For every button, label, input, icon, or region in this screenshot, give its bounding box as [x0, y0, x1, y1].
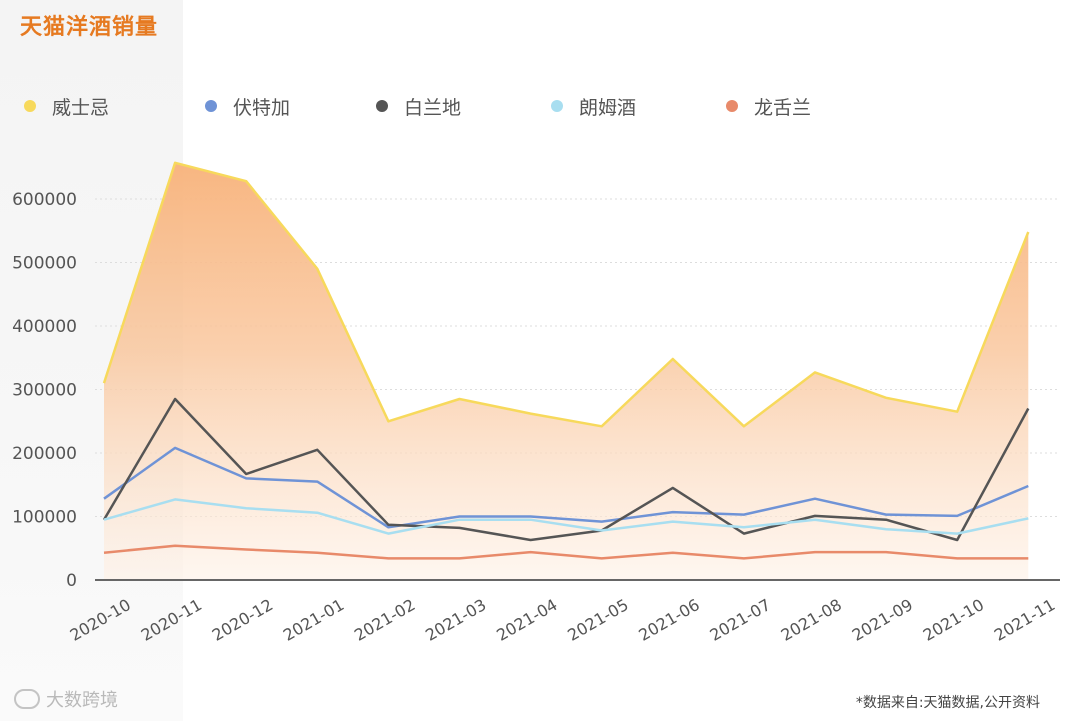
- chart-title: 天猫洋酒销量: [20, 15, 159, 40]
- legend-dot-tequila: [726, 100, 738, 112]
- y-tick-label: 600000: [12, 190, 77, 210]
- y-tick-label: 300000: [12, 381, 77, 401]
- source-note: *数据来自:天猫数据,公开资料: [855, 695, 1040, 711]
- x-tick-label: 2021-01: [280, 595, 347, 645]
- legend-item-brandy: 白兰地: [376, 92, 461, 120]
- area-layer: [104, 162, 1029, 581]
- y-tick-label: 500000: [12, 254, 77, 274]
- series-line-0: [102, 161, 1030, 428]
- x-tick-label: 2021-04: [493, 595, 560, 645]
- legend-label-whisky: 威士忌: [52, 96, 110, 119]
- x-tick-label: 2020-11: [138, 595, 205, 645]
- x-tick-label: 2020-10: [67, 595, 134, 645]
- x-tick-label: 2021-09: [849, 595, 916, 645]
- y-tick-label: 0: [66, 571, 77, 591]
- series-area-0: [104, 162, 1029, 581]
- x-tick-label: 2021-05: [564, 595, 631, 645]
- legend-dot-rum: [551, 100, 563, 112]
- legend-dot-whisky: [24, 100, 36, 112]
- series-line-1: [103, 446, 1029, 529]
- legend-item-vodka: 伏特加: [205, 92, 290, 120]
- x-tick-label: 2020-12: [209, 595, 276, 645]
- legend-item-rum: 朗姆酒: [551, 92, 636, 120]
- legend-item-tequila: 龙舌兰: [726, 92, 811, 120]
- y-tick-label: 100000: [12, 508, 77, 528]
- series-line-3: [103, 498, 1029, 535]
- y-tick-label: 400000: [12, 317, 77, 337]
- legend-item-whisky: 威士忌: [24, 92, 109, 120]
- watermark-text: 大数跨境: [46, 690, 118, 711]
- line-layer: [102, 161, 1030, 560]
- series-line-4: [103, 544, 1029, 560]
- x-tick-label: 2021-03: [422, 595, 489, 645]
- legend-label-rum: 朗姆酒: [579, 96, 637, 119]
- y-tick-label: 200000: [12, 444, 77, 464]
- x-tick-label: 2021-08: [778, 595, 845, 645]
- x-tick-label: 2021-10: [920, 595, 987, 645]
- x-tick-label: 2021-06: [635, 595, 702, 645]
- watermark-logo-icon: [14, 689, 40, 709]
- legend-label-brandy: 白兰地: [404, 96, 462, 119]
- series-line-2: [102, 397, 1030, 542]
- legend-dot-brandy: [376, 100, 388, 112]
- watermark: 大数跨境: [14, 686, 118, 712]
- x-tick-label: 2021-07: [706, 595, 773, 645]
- legend-label-vodka: 伏特加: [233, 96, 291, 119]
- legend-label-tequila: 龙舌兰: [754, 96, 812, 119]
- x-tick-label: 2021-02: [351, 595, 418, 645]
- x-tick-label: 2021-11: [991, 595, 1058, 645]
- legend-dot-vodka: [205, 100, 217, 112]
- chart-legend: 威士忌 伏特加 白兰地 朗姆酒 龙舌兰: [0, 92, 1080, 120]
